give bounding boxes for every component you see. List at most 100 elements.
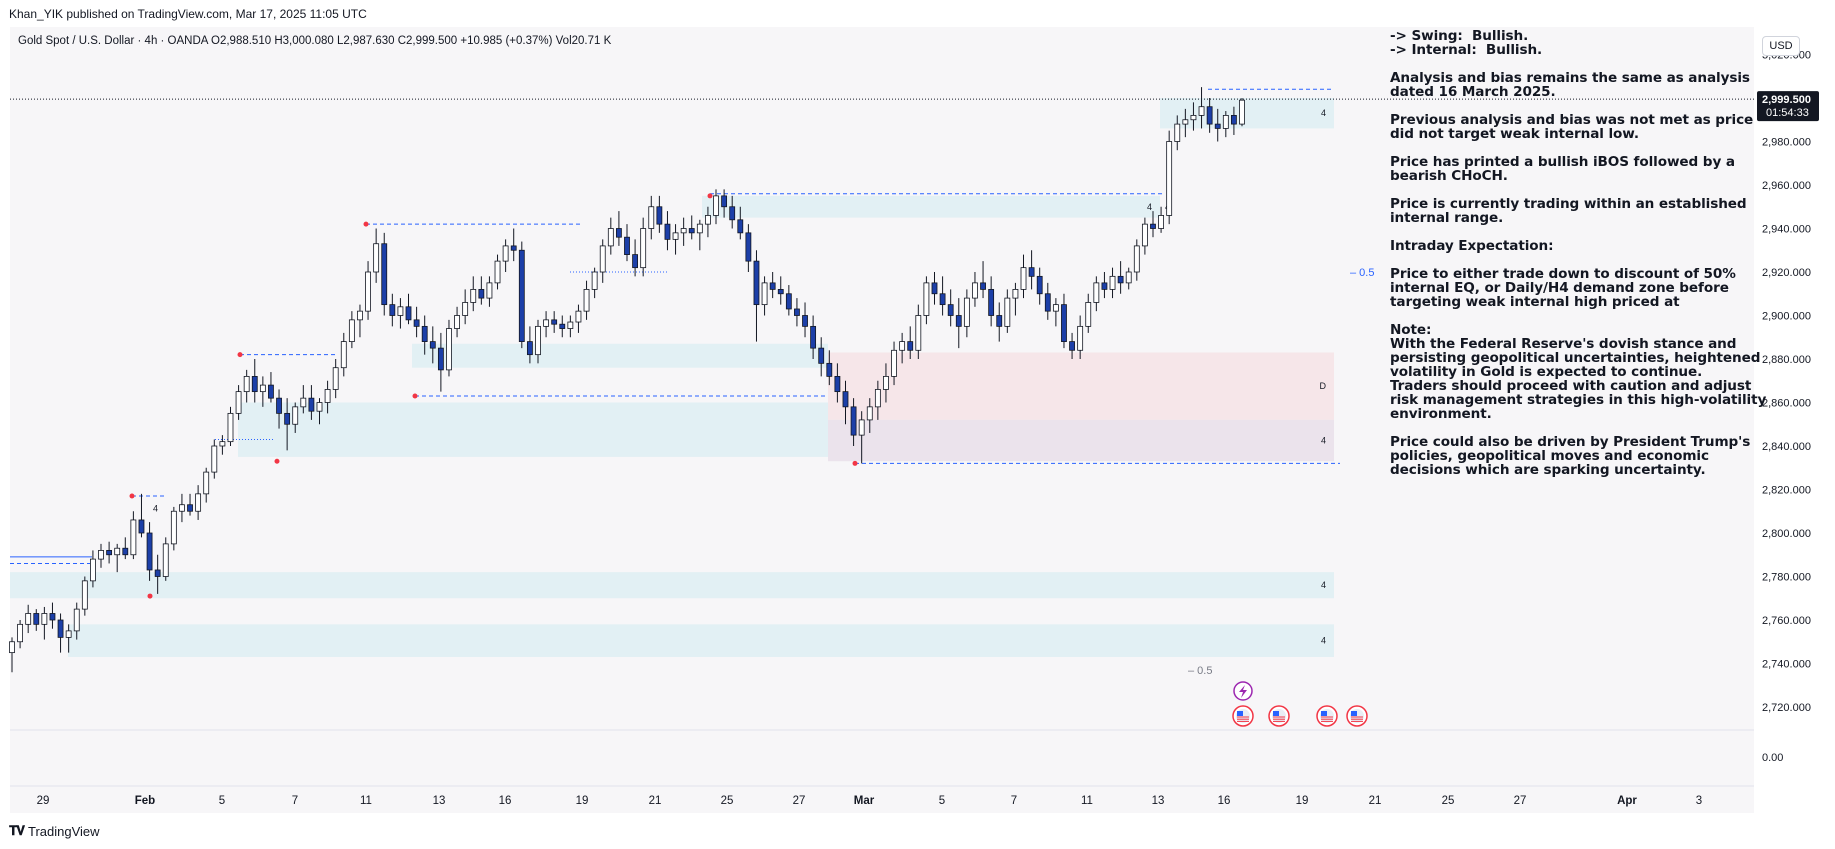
time-tick: 13 — [433, 795, 446, 807]
note-line: Price has printed a bullish iBOS followe… — [1390, 154, 1735, 170]
candle-up — [373, 243, 380, 273]
note-line: -> Swing: Bullish. — [1390, 28, 1529, 44]
candle-down — [745, 232, 752, 262]
candle-up — [705, 215, 711, 225]
candle-up — [292, 406, 299, 425]
time-tick: 11 — [360, 795, 372, 807]
candle-down — [947, 304, 954, 316]
price-tick: 2,720.000 — [1762, 702, 1811, 714]
candle-down — [308, 397, 315, 412]
candle-down — [826, 362, 833, 377]
eq-label: – 0.5 — [1188, 665, 1212, 677]
candle-up — [243, 375, 250, 393]
candle-up — [170, 510, 177, 545]
candle-up — [162, 543, 169, 577]
levels-layer: – 0.5 – 0.5 — [10, 88, 1755, 677]
candle-down — [664, 223, 671, 240]
zone-demand — [10, 572, 1334, 599]
price-tick: 2,960.000 — [1762, 180, 1811, 192]
candle-down — [850, 406, 857, 436]
candle-down — [510, 245, 517, 251]
candle-down — [106, 550, 113, 556]
candle-up — [114, 547, 121, 556]
candle-down — [688, 228, 695, 234]
candle-down — [615, 228, 622, 238]
currency-button[interactable]: USD — [1762, 36, 1800, 56]
note-line: bearish CHoCH. — [1390, 168, 1508, 184]
candle-up — [203, 471, 210, 495]
zone-demand — [412, 343, 828, 368]
candle-up — [219, 441, 226, 447]
candle-down — [518, 249, 525, 342]
price-tick: 2,780.000 — [1762, 572, 1811, 584]
candle-down — [284, 412, 291, 425]
candle-down — [187, 504, 193, 512]
note-line: Traders should proceed with caution and … — [1390, 378, 1752, 394]
swing-point — [412, 393, 418, 399]
price-tick: 2,980.000 — [1762, 137, 1811, 149]
candle-up — [1158, 215, 1164, 229]
candle-down — [389, 304, 396, 316]
candle-up — [454, 315, 460, 329]
candle-up — [1174, 123, 1181, 142]
note-line: internal range. — [1390, 210, 1504, 226]
candle-down — [154, 569, 161, 577]
candle-up — [446, 328, 452, 371]
candle-down — [49, 613, 56, 621]
candle-down — [777, 288, 784, 295]
candle-up — [227, 412, 234, 443]
bottom-bar — [0, 813, 1835, 849]
time-tick: 16 — [1218, 795, 1231, 807]
candle-down — [146, 532, 153, 571]
time-tick: Mar — [854, 795, 875, 807]
note-line — [1390, 183, 1730, 197]
candle-up — [923, 282, 930, 316]
candle-up — [130, 519, 137, 556]
candle-up — [1166, 141, 1173, 216]
candle-down — [381, 243, 388, 306]
candle-up — [81, 580, 88, 610]
price-tick: 2,940.000 — [1762, 224, 1811, 236]
swing-point — [363, 221, 369, 227]
candle-up — [470, 288, 477, 303]
candle-up — [1004, 297, 1011, 327]
note-line: targeting weak internal high priced at — [1390, 294, 1680, 310]
note-line: Price to either trade down to discount o… — [1390, 266, 1736, 282]
candle-down — [769, 282, 776, 290]
zone-label: 4 — [1147, 202, 1152, 212]
swing-point — [274, 458, 280, 464]
candle-up — [1052, 304, 1059, 312]
note-line: environment. — [1390, 406, 1492, 422]
time-tick: 21 — [649, 795, 662, 807]
candle-up — [1190, 115, 1197, 121]
us-flag-icon — [1321, 711, 1327, 716]
candle-down — [842, 391, 849, 408]
note-line — [1390, 141, 1730, 155]
candle-up — [1077, 325, 1084, 351]
eq-label: – 0.5 — [1350, 267, 1374, 279]
candle-up — [575, 310, 582, 323]
note-line: volatility in Gold is expected to contin… — [1390, 364, 1703, 380]
candle-down — [988, 288, 995, 316]
zone-label: 4 — [1321, 436, 1326, 446]
candle-up — [672, 232, 679, 240]
note-line — [1390, 421, 1730, 435]
candle-up — [648, 206, 655, 229]
symbol-legend: Gold Spot / U.S. Dollar · 4h · OANDA O2,… — [18, 35, 612, 47]
candle-down — [1069, 341, 1075, 351]
candle-down — [413, 319, 420, 327]
candle-down — [559, 323, 566, 329]
note-line: Analysis and bias remains the same as an… — [1390, 70, 1750, 86]
candle-up — [1093, 282, 1100, 303]
last-price-badge — [1757, 91, 1819, 122]
candle-up — [1133, 245, 1140, 273]
note-line: risk management strategies in this high-… — [1390, 392, 1767, 408]
candle-up — [462, 302, 469, 316]
tradingview-logo[interactable]: 𝐓𝐕 TradingView — [9, 823, 100, 839]
time-tick: 3 — [1696, 795, 1702, 807]
candle-up — [891, 349, 897, 377]
zone-label: 4 — [1321, 108, 1326, 118]
time-tick: Feb — [135, 795, 155, 807]
zone-demand — [1160, 98, 1334, 129]
